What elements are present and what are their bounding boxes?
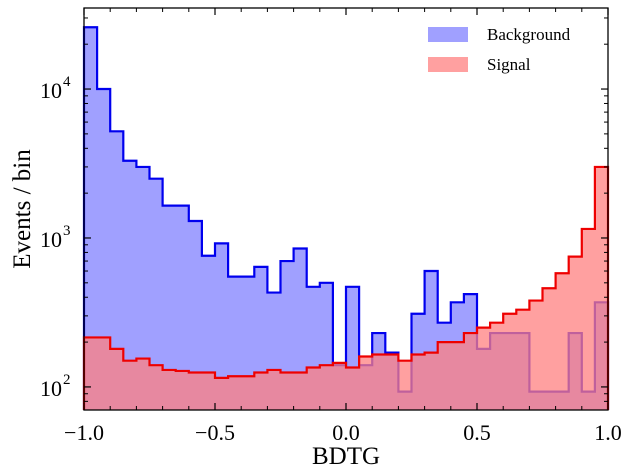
y-tick-label: 10 <box>40 376 62 401</box>
signal-series <box>82 165 610 410</box>
x-tick-label: −0.5 <box>195 420 235 445</box>
y-tick-label: 10 <box>40 78 62 103</box>
x-tick-label: −1.0 <box>64 420 104 445</box>
signal-fill <box>84 166 608 410</box>
x-tick-label: 0.5 <box>463 420 491 445</box>
y-axis-title: Events / bin <box>9 149 36 269</box>
x-tick-label: 0.0 <box>332 420 360 445</box>
y-tick-exponent: 4 <box>63 74 71 90</box>
legend-swatch-signal <box>428 57 468 72</box>
y-tick-exponent: 3 <box>63 223 71 239</box>
legend-label-background: Background <box>487 25 571 44</box>
series-layer <box>82 26 610 411</box>
x-axis: −1.0 −0.5 0.0 0.5 1.0 <box>64 8 622 445</box>
legend: Background Signal <box>428 25 571 74</box>
legend-label-signal: Signal <box>487 55 531 74</box>
signal-outline <box>82 165 610 410</box>
y-tick-exponent: 2 <box>63 372 71 388</box>
legend-swatch-background <box>428 27 468 42</box>
x-axis-title: BDTG <box>312 443 380 470</box>
x-tick-label: 1.0 <box>594 420 622 445</box>
y-tick-label: 10 <box>40 227 62 252</box>
